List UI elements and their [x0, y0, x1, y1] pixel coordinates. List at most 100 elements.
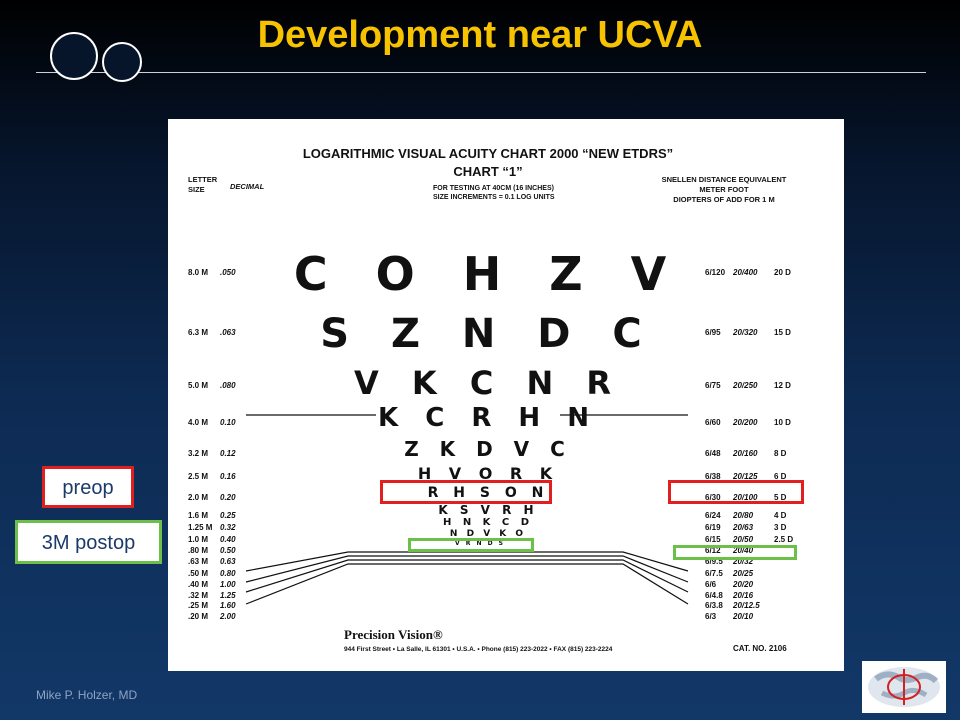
row-snellen-foot: 20/20	[733, 580, 754, 589]
row-snellen-foot: 20/16	[733, 591, 754, 600]
optotype-row: V R N D S	[455, 540, 505, 547]
optotype-row: C O H Z V	[293, 247, 683, 301]
row-decimal: .050	[220, 268, 236, 277]
row-letter-size: .63 M 0.63	[188, 557, 236, 566]
row-decimal: 1.25	[220, 591, 236, 600]
row-letter-size: 2.0 M 0.20	[188, 493, 236, 502]
optotype-row: H V O R K	[417, 464, 559, 483]
row-add-diopters: 2.5 D	[774, 535, 794, 544]
row-letter-size: 5.0 M .080	[188, 381, 236, 390]
row-decimal: 0.20	[220, 493, 236, 502]
slide-title: Development near UCVA	[257, 14, 703, 56]
row-snellen-meter: 6/48	[705, 449, 721, 458]
row-snellen-foot: 20/10	[733, 612, 754, 621]
optotype-row: Z K D V C	[404, 437, 572, 461]
optotype-row: V K C N R	[353, 364, 623, 402]
row-letter-size: 1.0 M 0.40	[188, 535, 236, 544]
postop-label: 3M postop	[15, 520, 162, 564]
row-decimal: .063	[220, 328, 236, 337]
author-credit: Mike P. Holzer, MD	[36, 688, 138, 702]
row-snellen-meter: 6/75	[705, 381, 721, 390]
row-decimal: 0.25	[220, 511, 236, 520]
row-add-diopters: 8 D	[774, 449, 787, 458]
row-snellen-meter: 6/120	[705, 268, 726, 277]
row-add-diopters: 6 D	[774, 472, 787, 481]
footer-address: 944 First Street • La Salle, IL 61301 • …	[344, 646, 613, 653]
row-snellen-meter: 6/12	[705, 546, 721, 555]
row-add-diopters: 10 D	[774, 418, 791, 427]
postop-highlight-snellen	[673, 545, 797, 560]
row-decimal: 2.00	[220, 612, 236, 621]
row-snellen-foot: 20/80	[733, 511, 754, 520]
row-add-diopters: 3 D	[774, 523, 787, 532]
row-decimal: 0.10	[220, 418, 236, 427]
row-letter-size: 6.3 M .063	[188, 328, 236, 337]
row-snellen-meter: 6/60	[705, 418, 721, 427]
row-decimal: 1.00	[220, 580, 236, 589]
precision-vision-logo: Precision Vision®	[344, 627, 443, 642]
row-letter-size: 8.0 M .050	[188, 268, 236, 277]
row-add-diopters: 15 D	[774, 328, 791, 337]
row-decimal: 0.50	[220, 546, 236, 555]
optotype-row: H N K C D	[442, 517, 534, 528]
row-decimal: 0.32	[220, 523, 236, 532]
row-decimal: 0.16	[220, 472, 236, 481]
row-snellen-meter: 6/3	[705, 612, 717, 621]
row-add-diopters: 5 D	[774, 493, 787, 502]
preop-label: preop	[42, 466, 134, 508]
row-letter-size: .32 M 1.25	[188, 591, 236, 600]
decimal-header: DECIMAL	[230, 182, 265, 191]
row-snellen-foot: 20/200	[733, 418, 758, 427]
snellen-header: SNELLEN DISTANCE EQUIVALENT METER FOOT D…	[661, 175, 787, 204]
chart-title: LOGARITHMIC VISUAL ACUITY CHART 2000 “NE…	[302, 146, 674, 161]
row-snellen-meter: 6/4.8	[705, 591, 723, 600]
row-snellen-foot: 20/250	[733, 381, 758, 390]
row-snellen-foot: 20/100	[733, 493, 758, 502]
row-snellen-foot: 20/50	[733, 535, 754, 544]
row-decimal: 0.12	[220, 449, 236, 458]
row-snellen-meter: 6/9.5	[705, 557, 723, 566]
catalog-number: CAT. NO. 2106	[733, 644, 787, 653]
row-add-diopters: 12 D	[774, 381, 791, 390]
row-decimal: 0.80	[220, 569, 236, 578]
row-letter-size: 2.5 M 0.16	[188, 472, 236, 481]
row-snellen-foot: 20/125	[733, 472, 758, 481]
preop-highlight-snellen	[668, 480, 804, 504]
optotype-row: K C R H N	[378, 403, 598, 433]
testing-note: FOR TESTING AT 40CM (16 INCHES) SIZE INC…	[433, 185, 555, 201]
row-snellen-meter: 6/95	[705, 328, 721, 337]
row-decimal: 1.60	[220, 601, 236, 610]
row-snellen-foot: 20/400	[733, 268, 758, 277]
row-decimal: 0.63	[220, 557, 236, 566]
row-snellen-meter: 6/7.5	[705, 569, 723, 578]
title-divider	[36, 72, 926, 73]
row-snellen-foot: 20/63	[733, 523, 754, 532]
row-letter-size: .20 M 2.00	[188, 612, 236, 621]
row-snellen-meter: 6/3.8	[705, 601, 723, 610]
world-map-icon	[868, 667, 940, 707]
row-snellen-meter: 6/38	[705, 472, 721, 481]
row-letter-size: .80 M 0.50	[188, 546, 236, 555]
row-snellen-foot: 20/320	[733, 328, 758, 337]
optotype-row: K S V R H	[438, 503, 538, 517]
optotype-row: R H S O N	[427, 485, 549, 501]
row-letter-size: .40 M 1.00	[188, 580, 236, 589]
letter-size-header: LETTER SIZE	[188, 175, 218, 194]
optotype-row: N D V K O	[449, 529, 527, 539]
row-letter-size: .25 M 1.60	[188, 601, 236, 610]
chart-subtitle: CHART “1”	[453, 164, 523, 179]
row-snellen-foot: 20/160	[733, 449, 758, 458]
research-centre-logo	[862, 661, 946, 713]
row-add-diopters: 20 D	[774, 268, 791, 277]
row-letter-size: 3.2 M 0.12	[188, 449, 236, 458]
row-letter-size: 1.6 M 0.25	[188, 511, 236, 520]
row-snellen-foot: 20/40	[733, 546, 754, 555]
row-decimal: 0.40	[220, 535, 236, 544]
row-snellen-meter: 6/19	[705, 523, 721, 532]
row-add-diopters: 4 D	[774, 511, 787, 520]
row-snellen-foot: 20/12.5	[733, 601, 760, 610]
preop-highlight-letters	[380, 480, 552, 504]
chart-guide-lines	[245, 414, 689, 605]
row-snellen-meter: 6/30	[705, 493, 721, 502]
row-letter-size: .50 M 0.80	[188, 569, 236, 578]
